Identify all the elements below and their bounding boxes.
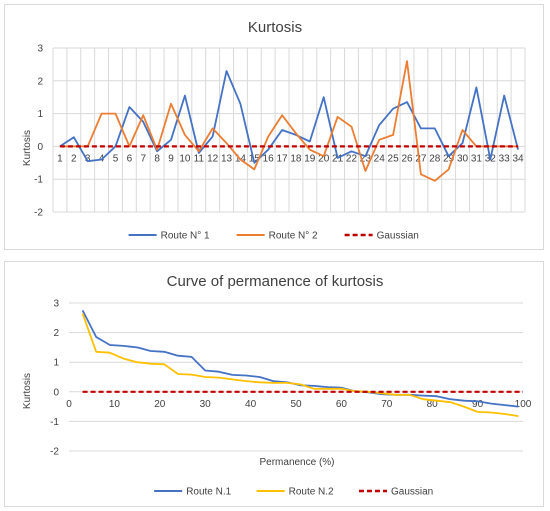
x-tick-label: 8 [154,153,160,164]
x-tick-label: 27 [415,153,427,164]
series-lines [59,60,519,182]
x-tick-label: 1 [57,153,63,164]
kurtosis-chart-panel: Kurtosis Kurtosis 3 2 1 0 -1 -2 1 2 3 4 5 6 7 8 9 10 11… [4,4,544,250]
x-tick-label: 70 [381,399,393,410]
x-tick-label: 50 [290,399,302,410]
x-tick-label: 80 [427,399,439,410]
x-tick-label: 30 [457,153,469,164]
x-tick-label: 60 [336,399,348,410]
series-line-1 [59,60,519,182]
x-tick-label: 23 [360,153,372,164]
x-tick-label: 30 [200,399,212,410]
x-tick-label: 0 [66,399,72,410]
y-tick-label: -1 [34,175,43,186]
series-lines [81,309,523,417]
legend: Route N° 1 Route N° 2 Gaussian [128,231,419,242]
x-axis-label: Permanence (%) [259,457,334,468]
x-tick-label: 2 [71,153,77,164]
series-line-0 [59,70,519,164]
x-tick-label: 29 [443,153,455,164]
x-tick-label: 19 [304,153,316,164]
y-tick-label: 2 [37,76,43,87]
legend-label: Route N° 1 [161,231,210,242]
x-tick-label: 31 [471,153,483,164]
x-tick-label: 13 [221,153,233,164]
x-tick-label: 22 [346,153,358,164]
y-tick-label: -2 [34,208,43,219]
x-tick-label: 24 [374,153,386,164]
x-tick-label: 34 [512,153,524,164]
x-tick-label: 26 [401,153,413,164]
legend-item: Route N° 2 [236,231,318,242]
x-tick-label: 7 [140,153,146,164]
x-tick-label: 90 [472,399,484,410]
x-tick-label: 9 [168,153,174,164]
legend-item: Gaussian [344,231,419,242]
legend: Route N.1 Route N.2 Gaussian [154,487,433,498]
x-tick-label: 6 [127,153,133,164]
y-tick-label: 0 [37,142,43,153]
legend-label: Route N.1 [186,487,231,498]
permanence-chart-panel: Curve of permanence of kurtosis Kurtosis… [4,261,544,507]
permanence-chart: Curve of permanence of kurtosis Kurtosis… [22,273,532,498]
y-tick-labels: 3 2 1 0 -1 -2 [34,44,43,219]
y-tick-label: 2 [53,328,59,339]
x-tick-label: 40 [245,399,257,410]
y-tick-label: 1 [37,109,43,120]
chart-title: Curve of permanence of kurtosis [167,273,384,290]
x-tick-label: 20 [318,153,330,164]
y-tick-label: 1 [53,358,59,369]
legend-label: Gaussian [377,231,419,242]
legend-item: Gaussian [359,487,433,498]
legend-label: Route N.2 [289,487,334,498]
x-tick-label: 5 [113,153,119,164]
x-tick-label: 17 [276,153,288,164]
y-tick-label: 0 [53,387,59,398]
y-tick-label: 3 [37,44,43,55]
x-tick-label: 25 [388,153,400,164]
legend-label: Route N° 2 [269,231,318,242]
x-tick-label: 20 [154,399,166,410]
x-tick-labels: 1 2 3 4 5 6 7 8 9 10 11 12 13 14 15 16 17 18 19 20 21 22 23 24 2… [57,153,524,164]
series-line-1 [81,313,519,417]
x-tick-label: 18 [290,153,302,164]
legend-item: Route N° 1 [128,231,210,242]
y-tick-labels: 3 2 1 0 -1 -2 [50,299,59,458]
x-tick-label: 21 [332,153,344,164]
legend-label: Gaussian [391,487,433,498]
x-tick-label: 16 [263,153,275,164]
x-tick-label: 11 [194,153,205,164]
y-tick-label: -1 [50,417,59,428]
y-tick-label: 3 [53,299,59,310]
chart-title: Kurtosis [248,19,302,36]
x-tick-label: 3 [85,153,91,164]
y-axis-label: Kurtosis [22,373,33,409]
y-axis-label: Kurtosis [22,130,33,166]
y-tick-label: -2 [50,447,59,458]
x-tick-label: 10 [109,399,121,410]
x-tick-label: 100 [515,399,532,410]
grid [52,47,526,213]
legend-item: Route N.1 [154,487,232,498]
x-tick-label: 12 [207,153,219,164]
grid [69,302,523,452]
x-tick-labels: 0 10 20 30 40 50 60 70 80 90 100 [66,399,532,410]
x-tick-label: 15 [249,153,261,164]
x-tick-label: 10 [179,153,191,164]
legend-item: Route N.2 [256,487,334,498]
x-tick-label: 28 [429,153,441,164]
x-tick-label: 33 [499,153,511,164]
